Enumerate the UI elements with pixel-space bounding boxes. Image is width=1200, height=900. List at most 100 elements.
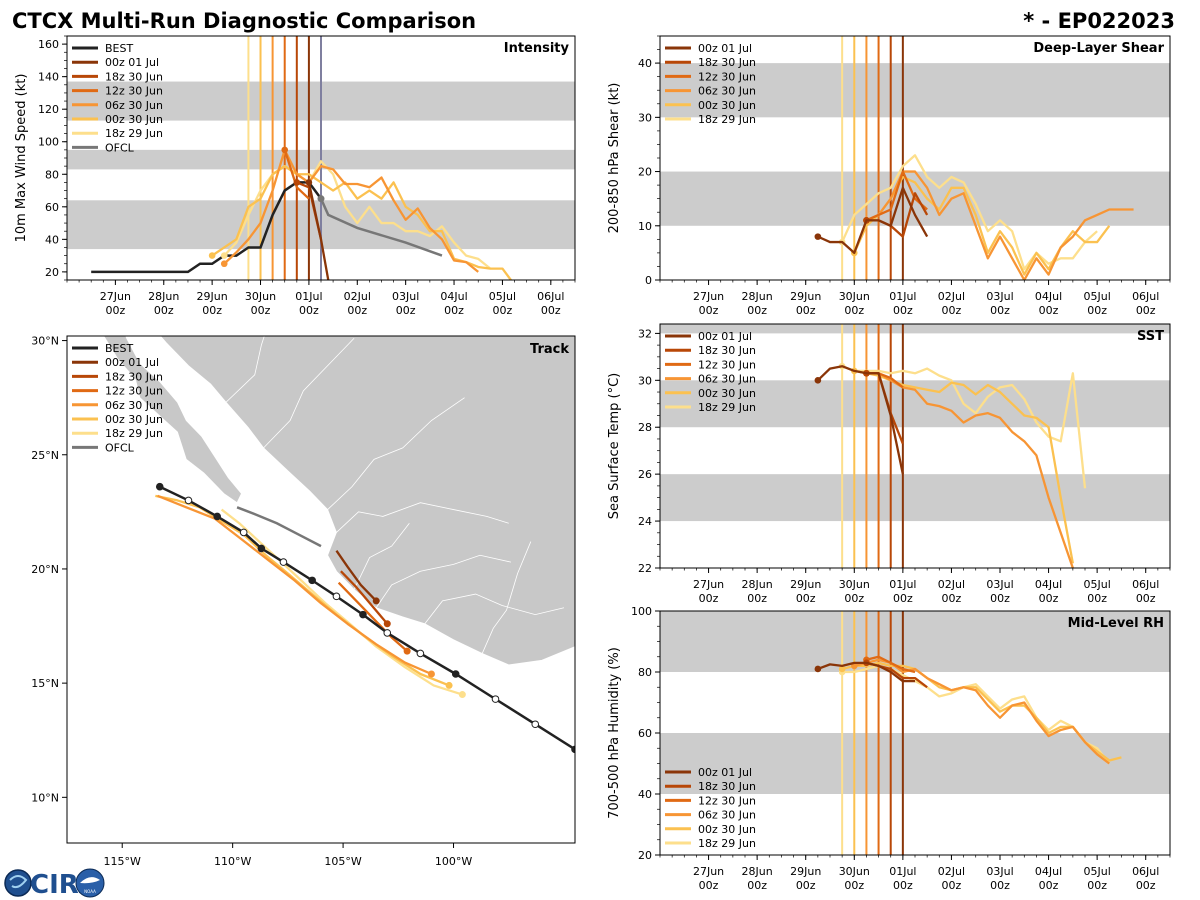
sst-legend-label: 18z 30 Jun <box>698 344 756 357</box>
intensity-xtick-label: 04Jul <box>440 290 467 303</box>
shear-ytick-label: 40 <box>638 57 652 70</box>
intensity-xtick-label: 27Jun <box>100 290 131 303</box>
shear-xtick-sublabel: 00z <box>844 304 864 317</box>
track-best-point <box>359 610 367 619</box>
shear-legend-label: 18z 30 Jun <box>698 56 756 69</box>
track-ytick-label: 15°N <box>31 677 59 690</box>
shear-xtick-sublabel: 00z <box>1087 304 1107 317</box>
rh-plot-area <box>660 611 1170 855</box>
sst-legend-label: 00z 30 Jun <box>698 387 756 400</box>
rh-xtick-sublabel: 00z <box>844 879 864 892</box>
track-state-border-2 <box>375 554 512 608</box>
sst-plot-area <box>660 324 1170 568</box>
sst-xtick-sublabel: 00z <box>1136 592 1156 605</box>
track-best-point <box>531 720 540 729</box>
sst-xtick-sublabel: 00z <box>747 592 767 605</box>
track-ytick-label: 10°N <box>31 791 59 804</box>
track-best-point <box>491 695 500 703</box>
shear-ytick-label: 30 <box>638 111 652 124</box>
shear-xtick-label: 06Jul <box>1132 290 1159 303</box>
track-xtick-label: 110°W <box>214 855 251 868</box>
sst-legend-label: 18z 29 Jun <box>698 401 756 414</box>
track-xtick-label: 100°W <box>435 855 472 868</box>
track-state-border-1 <box>327 397 465 510</box>
shear-xtick-sublabel: 00z <box>1039 304 1059 317</box>
track-best-point <box>308 576 316 585</box>
sst-ylabel: Sea Surface Temp (°C) <box>607 373 622 520</box>
intensity-ytick-label: 40 <box>45 233 59 246</box>
rh-xtick-sublabel: 00z <box>1039 879 1059 892</box>
track-ofcl-line <box>236 506 322 548</box>
rh-legend-label: 18z 30 Jun <box>698 780 756 793</box>
track-legend-label: 00z 30 Jun <box>105 413 163 426</box>
sst-xtick-label: 27Jun <box>693 578 724 591</box>
intensity-ytick-label: 160 <box>38 38 59 51</box>
shear-legend-label: 00z 01 Jul <box>698 42 752 55</box>
shear-legend-label: 00z 30 Jun <box>698 99 756 112</box>
track-series-18z-29-jun <box>220 508 463 696</box>
shear-xtick-label: 27Jun <box>693 290 724 303</box>
intensity-xtick-sublabel: 00z <box>493 304 513 317</box>
shear-xtick-sublabel: 00z <box>942 304 962 317</box>
intensity-xtick-label: 03Jul <box>392 290 419 303</box>
intensity-ytick-label: 80 <box>45 168 59 181</box>
track-best-point <box>451 670 460 678</box>
rh-xtick-label: 30Jun <box>839 865 870 878</box>
intensity-xtick-sublabel: 00z <box>105 304 125 317</box>
sst-xtick-label: 03Jul <box>986 578 1013 591</box>
rh-series-start-00z-01-jul <box>814 665 822 673</box>
sst-title: SST <box>1137 329 1164 344</box>
track-legend-label: 00z 01 Jul <box>105 356 159 369</box>
rh-legend-label: 00z 01 Jul <box>698 766 752 779</box>
rh-series-12z-30-jun <box>866 655 916 674</box>
rh-ytick-label: 20 <box>638 849 652 862</box>
track-series-start-18z-29-jun <box>458 691 466 699</box>
sst-xtick-sublabel: 00z <box>1039 592 1059 605</box>
sst-xtick-sublabel: 00z <box>1087 592 1107 605</box>
sst-xtick-sublabel: 00z <box>893 592 913 605</box>
cira-logo-swirl-icon <box>9 875 28 889</box>
track-best-point <box>383 629 392 637</box>
intensity-best-line <box>91 181 323 274</box>
sst-xtick-label: 30Jun <box>839 578 870 591</box>
rh-xtick-label: 03Jul <box>986 865 1013 878</box>
track-best-point <box>257 544 266 553</box>
rh-legend-label: 18z 29 Jun <box>698 837 756 850</box>
shear-xtick-label: 28Jun <box>742 290 773 303</box>
rh-xtick-label: 29Jun <box>790 865 821 878</box>
track-series-start-00z-01-jul <box>372 597 380 605</box>
shear-xtick-label: 04Jul <box>1035 290 1062 303</box>
rh-band-1 <box>660 611 1170 672</box>
sst-ytick-label: 22 <box>638 562 652 575</box>
intensity-series-start-00z-30-jun <box>208 252 216 259</box>
shear-xtick-label: 03Jul <box>986 290 1013 303</box>
track-legend-label: 12z 30 Jun <box>105 385 163 398</box>
track-best-point <box>332 592 341 601</box>
track-best-point <box>416 649 425 658</box>
intensity-legend-label: 00z 30 Jun <box>105 113 163 126</box>
track-legend-label: BEST <box>105 342 133 355</box>
intensity-series-18z-29-jun <box>223 160 492 270</box>
track-best-point <box>239 528 248 537</box>
rh-ytick-label: 60 <box>638 727 652 740</box>
rh-ytick-label: 80 <box>638 666 652 679</box>
intensity-legend-label: 00z 01 Jul <box>105 56 159 69</box>
intensity-series-start-18z-29-jun <box>220 252 228 259</box>
track-series-12z-30-jun <box>337 581 408 653</box>
intensity-xtick-label: 30Jun <box>245 290 276 303</box>
sst-ytick-label: 28 <box>638 421 652 434</box>
rh-xtick-sublabel: 00z <box>796 879 816 892</box>
intensity-xtick-sublabel: 00z <box>154 304 174 317</box>
rh-legend-label: 06z 30 Jun <box>698 809 756 822</box>
shear-plot-area <box>660 36 1170 280</box>
intensity-title: Intensity <box>504 41 570 56</box>
rh-xtick-label: 28Jun <box>742 865 773 878</box>
sst-xtick-label: 05Jul <box>1084 578 1111 591</box>
intensity-xtick-sublabel: 00z <box>202 304 222 317</box>
track-series-start-00z-30-jun <box>445 681 453 689</box>
shear-series-00z-01-jul <box>817 186 929 255</box>
track-series-start-12z-30-jun <box>403 647 411 655</box>
cira-logo: CIRA NOAA <box>4 868 105 900</box>
track-ytick-label: 20°N <box>31 563 59 576</box>
